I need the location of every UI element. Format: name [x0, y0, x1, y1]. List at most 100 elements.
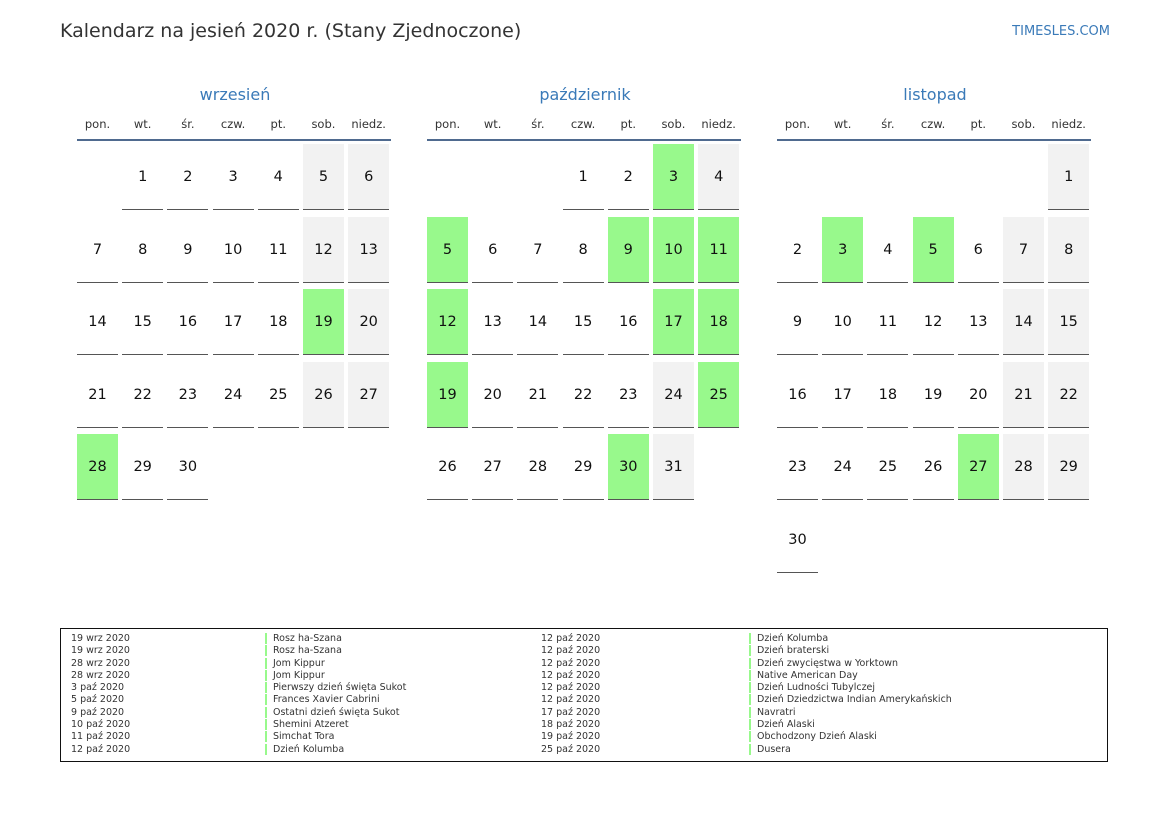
legend-holiday-date: 12 paź 2020: [541, 682, 601, 694]
legend-holiday-name: Dusera: [749, 743, 791, 755]
legend-holiday-date: 19 wrz 2020: [71, 645, 130, 657]
legend-holiday-date: 12 paź 2020: [541, 694, 601, 706]
weekday-label: czw.: [570, 117, 596, 131]
legend-holiday-date: 19 wrz 2020: [71, 633, 130, 644]
day-cell: 15: [122, 289, 164, 356]
legend-row: Shemini Atzeret: [265, 719, 406, 731]
legend-holiday-name: Ostatni dzień święta Sukot: [265, 706, 400, 718]
legend-row: Rosz ha-Szana: [265, 633, 406, 645]
legend-holiday-name: Dzień zwycięstwa w Yorktown: [749, 657, 899, 669]
legend-row: 12 paź 2020: [541, 670, 600, 682]
day-cell: 20: [472, 362, 514, 428]
weekday-label: wt.: [483, 117, 502, 131]
month-calendar: listopad pon. wt. śr. czw. pt. sob. niedz. 1 2 3 4 5…: [777, 83, 1093, 579]
legend-holiday-date: 12 paź 2020: [541, 633, 601, 644]
legend-row: 12 paź 2020: [541, 633, 600, 645]
legend-holiday-name: Dzień Kolumba: [265, 743, 345, 755]
day-cell: 14: [1003, 289, 1044, 356]
holiday-day-cell: 19: [427, 361, 468, 428]
weekday-label: sob.: [661, 117, 686, 131]
holiday-day-cell: 17: [653, 289, 694, 356]
holiday-day-cell: 5: [912, 216, 954, 283]
holiday-day-cell: 12: [427, 289, 468, 356]
day-cell: 30: [777, 507, 818, 573]
day-cell: 2: [167, 144, 209, 210]
weekday-label: sob.: [311, 117, 336, 131]
page-title: Kalendarz na jesień 2020 r. (Stany Zjedn…: [60, 20, 522, 42]
legend-holiday-name: Dzień Kolumba: [749, 633, 829, 644]
weekday-label: śr.: [881, 117, 895, 131]
day-cell: 29: [562, 434, 604, 501]
holiday-day-cell: 11: [698, 216, 740, 283]
header-divider: [427, 139, 741, 141]
legend-holiday-date: 10 paź 2020: [71, 719, 131, 731]
day-cell: 21: [1003, 361, 1044, 428]
holiday-day-cell: 18: [698, 289, 740, 356]
legend-row: 19 wrz 2020: [71, 633, 130, 645]
holiday-day-cell: 9: [607, 216, 649, 283]
month-calendar: październik pon. wt. śr. czw. pt. sob. niedz. 1 2…: [427, 83, 743, 579]
day-cell: 9: [167, 217, 209, 283]
day-cell: 8: [122, 217, 164, 283]
month-name: październik: [539, 85, 631, 104]
legend-holiday-date: 3 paź 2020: [71, 682, 125, 694]
day-cell: 5: [303, 144, 344, 210]
day-cell: 2: [777, 217, 818, 283]
day-cell: 8: [562, 217, 604, 283]
day-cell: 22: [1048, 361, 1090, 428]
day-cell: 1: [122, 144, 164, 210]
day-cell: 16: [607, 289, 649, 356]
holiday-day-cell: 19: [303, 289, 344, 356]
weekday-label: wt.: [133, 117, 152, 131]
day-cell: 22: [122, 362, 164, 428]
day-cell: 6: [957, 217, 999, 283]
day-cell: 17: [822, 362, 864, 428]
legend-row: Obchodzony Dzień Alaski: [749, 731, 952, 743]
day-cell: 2: [607, 144, 649, 210]
legend-right-names: Dzień Kolumba Dzień braterski Dzień zwycię…: [749, 633, 952, 756]
day-cell: 19: [912, 362, 954, 428]
day-cell: 20: [957, 362, 999, 428]
legend-row: 28 wrz 2020: [71, 670, 130, 682]
holiday-day-cell: 5: [427, 216, 468, 283]
weekday-label: pon.: [84, 117, 111, 131]
day-cell: 15: [562, 289, 604, 356]
day-grid: 1 2 3 4 5 6 7 8 9 10 11 12 13 14 15 16 17 18 19 20 21 22 23 24 2…: [427, 144, 743, 579]
day-cell: 6: [348, 144, 390, 210]
legend-holiday-date: 28 wrz 2020: [71, 657, 130, 669]
legend-row: 12 paź 2020: [541, 658, 600, 670]
legend-row: 12 paź 2020: [541, 682, 600, 694]
day-cell: 1: [562, 144, 604, 210]
day-cell: 21: [517, 362, 559, 428]
legend-row: Dzień Alaski: [749, 719, 952, 731]
weekday-label: sob.: [1011, 117, 1036, 131]
legend-holiday-date: 19 paź 2020: [541, 731, 601, 743]
day-cell: 1: [1048, 144, 1090, 210]
day-cell: 4: [257, 144, 299, 210]
weekday-label: niedz.: [701, 117, 736, 131]
legend-holiday-name: Dzień braterski: [749, 645, 830, 657]
weekday-label: wt.: [833, 117, 852, 131]
legend-row: Jom Kippur: [265, 657, 406, 670]
holiday-day-cell: 10: [653, 216, 694, 283]
legend-row: Dzień Dziedzictwa Indian Amerykańskich: [749, 694, 952, 706]
site-brand-link[interactable]: TIMESLES.COM: [1012, 24, 1110, 39]
day-cell: 29: [1048, 434, 1090, 501]
legend-holiday-name: Navratri: [749, 706, 796, 718]
weekday-label: pt.: [970, 117, 986, 131]
day-cell: 21: [77, 362, 118, 428]
legend-row: Frances Xavier Cabrini: [265, 694, 406, 706]
day-cell: 4: [867, 217, 909, 283]
legend-row: Dusera: [749, 743, 952, 756]
day-cell: 9: [777, 289, 818, 356]
day-cell: 25: [867, 434, 909, 501]
day-cell: 30: [167, 434, 209, 501]
weekday-label: niedz.: [1051, 117, 1086, 131]
holiday-legend: 19 wrz 2020 19 wrz 2020 28 wrz 2020 28 wrz …: [60, 628, 1108, 762]
legend-holiday-name: Simchat Tora: [265, 731, 335, 743]
legend-holiday-name: Native American Day: [749, 669, 858, 681]
legend-row: 11 paź 2020: [71, 731, 130, 743]
day-cell: 27: [472, 434, 514, 501]
day-cell: 18: [867, 362, 909, 428]
legend-holiday-name: Dzień Ludności Tubylczej: [749, 682, 876, 694]
